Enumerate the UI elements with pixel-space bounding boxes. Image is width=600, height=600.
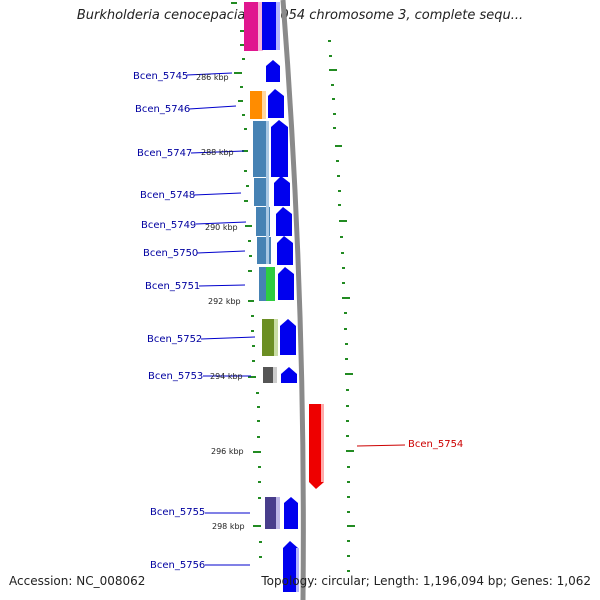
gene-label[interactable]: Bcen_5747: [137, 148, 192, 159]
scale-label: 288 kbp: [201, 148, 234, 157]
arrow-5753: [281, 367, 297, 383]
gene-label[interactable]: Bcen_5756: [150, 560, 205, 571]
scale-labels: 286 kbp 288 kbp 290 kbp 292 kbp 294 kbp …: [196, 73, 245, 531]
label-leader-lines: [186, 72, 406, 566]
arrow-5746: [268, 89, 284, 118]
arrow-5750: [277, 236, 293, 265]
gc-skew-left-track: [231, 2, 262, 558]
accession-label: Accession: NC_008062: [9, 574, 146, 588]
arrow-5749: [276, 207, 292, 236]
scale-label: 296 kbp: [211, 447, 244, 456]
arrow-5752: [280, 319, 296, 355]
gc-content-right-track: [328, 40, 355, 572]
scale-label: 290 kbp: [205, 223, 238, 232]
gene-block-5751b: [266, 267, 275, 301]
gene-label[interactable]: Bcen_5755: [150, 507, 205, 518]
gene-label[interactable]: Bcen_5752: [147, 334, 202, 345]
arrow-5747: [271, 120, 288, 177]
arrow-5756: [283, 541, 298, 592]
gene-label[interactable]: Bcen_5746: [135, 104, 190, 115]
gene-labels[interactable]: Bcen_5745 Bcen_5746 Bcen_5747 Bcen_5748 …: [133, 71, 463, 571]
arrow-5751: [278, 267, 294, 300]
gene-block-5747: [253, 121, 267, 177]
arrow-5745: [266, 60, 280, 82]
arrow-5748: [274, 176, 290, 206]
gene-label[interactable]: Bcen_5748: [140, 190, 195, 201]
gene-label[interactable]: Bcen_5751: [145, 281, 200, 292]
gene-label[interactable]: Bcen_5745: [133, 71, 188, 82]
scale-label: 292 kbp: [208, 297, 241, 306]
scale-label: 298 kbp: [212, 522, 245, 531]
gene-block-magenta: [244, 2, 260, 51]
gene-block-5752: [262, 319, 276, 356]
forward-genes-track: [262, 2, 299, 592]
gene-block-5748: [254, 178, 268, 206]
arrow-5755: [284, 497, 298, 529]
chromosome-backbone: [280, 0, 306, 600]
gene-label[interactable]: Bcen_5753: [148, 371, 203, 382]
arrow-5754: [309, 404, 324, 489]
scale-label: 286 kbp: [196, 73, 229, 82]
gene-block-5746: [250, 91, 264, 119]
gene-label[interactable]: Bcen_5754: [408, 439, 463, 450]
topology-info: Topology: circular; Length: 1,196,094 bp…: [261, 574, 591, 588]
scale-label: 294 kbp: [210, 372, 243, 381]
reverse-genes-track: [244, 2, 280, 529]
gene-label[interactable]: Bcen_5750: [143, 248, 198, 259]
map-title: Burkholderia cenocepacia AU 1054 chromos…: [76, 8, 524, 23]
gene-block-5755: [265, 497, 278, 529]
gene-block-5753: [263, 367, 275, 383]
gene-block-5751a: [259, 267, 267, 301]
gene-label[interactable]: Bcen_5749: [141, 220, 196, 231]
